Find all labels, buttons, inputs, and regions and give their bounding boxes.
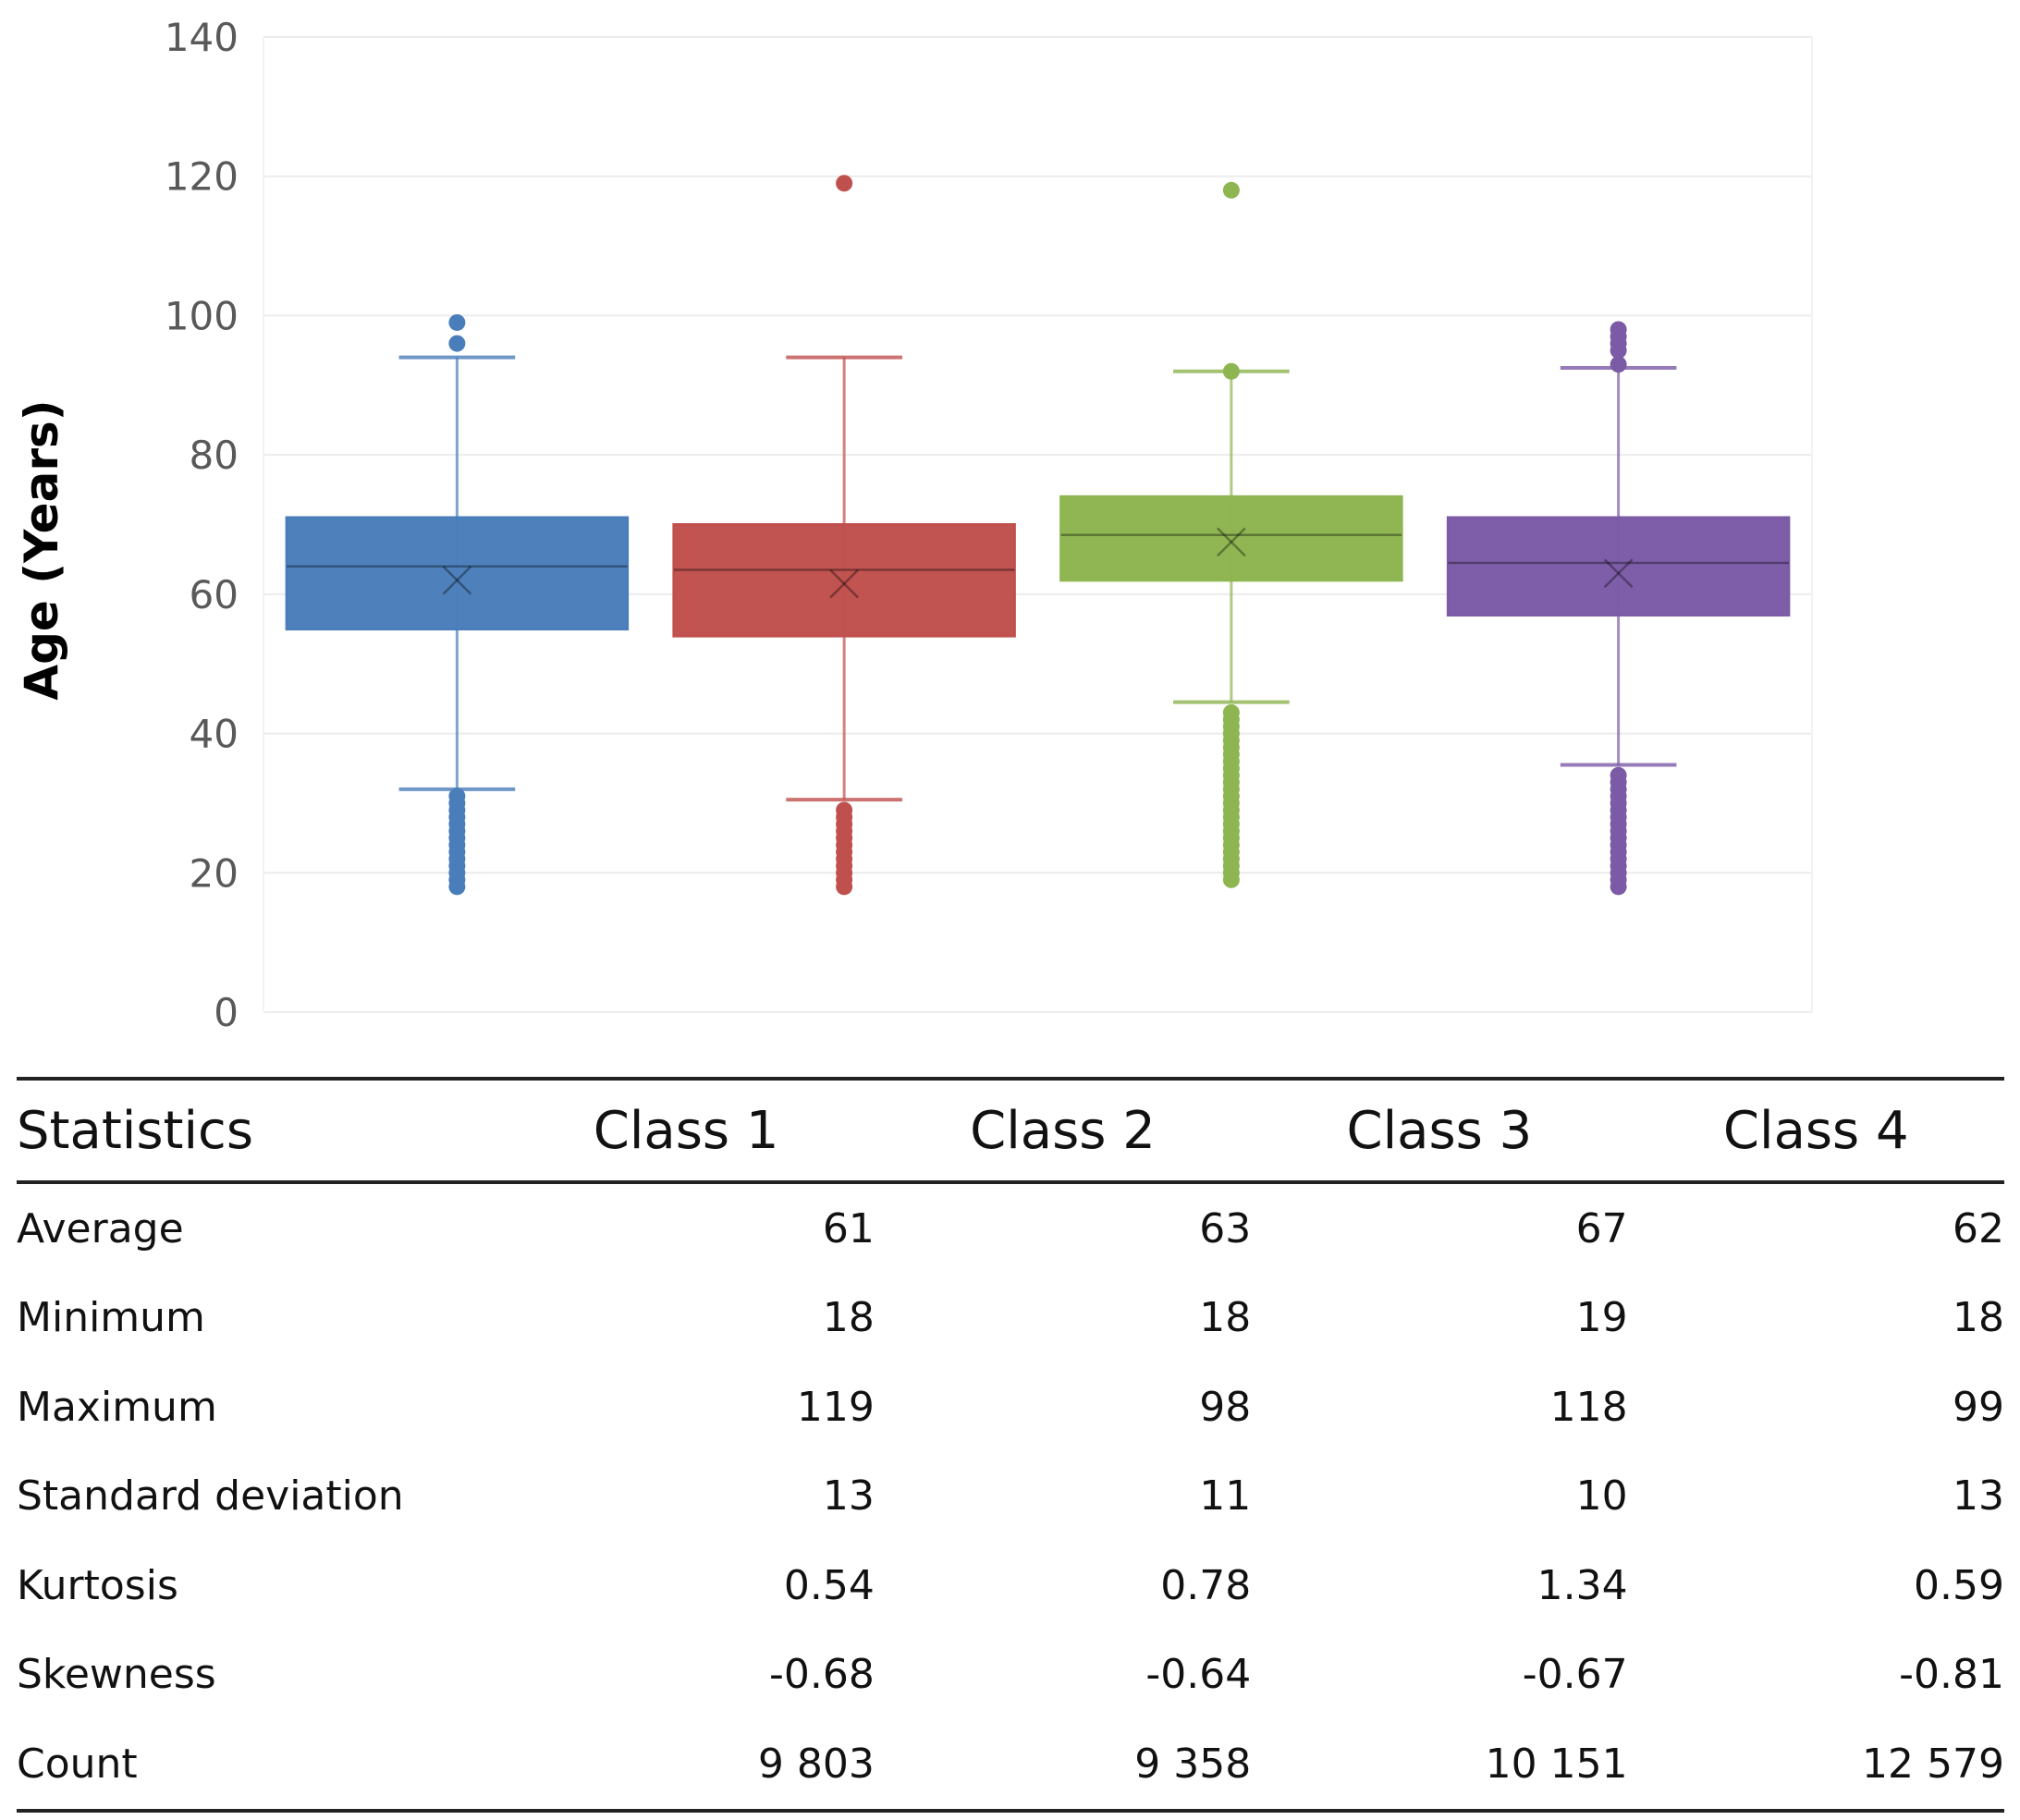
box-iqr	[1059, 495, 1403, 582]
table-header-row: Statistics Class 1 Class 2 Class 3 Class…	[17, 1077, 2004, 1184]
cell-class-2: -0.64	[1145, 1651, 1252, 1699]
cell-class-1: 61	[822, 1204, 875, 1252]
outlier-point	[836, 801, 853, 819]
outlier-point	[1222, 703, 1240, 721]
row-label: Minimum	[17, 1294, 205, 1342]
table-row: Average 61 63 67 62	[17, 1182, 2004, 1274]
cell-class-2: 11	[1199, 1472, 1252, 1521]
cell-class-3: 10	[1575, 1472, 1628, 1521]
cell-class-3: 67	[1575, 1204, 1628, 1252]
cell-class-2: 18	[1199, 1294, 1252, 1342]
cell-class-2: 98	[1199, 1383, 1252, 1431]
y-tick-label: 80	[190, 433, 239, 478]
outlier-point	[448, 335, 466, 352]
outlier-point	[1222, 362, 1240, 380]
box-iqr	[672, 523, 1016, 638]
y-axis-label: Age (Years)	[15, 399, 68, 700]
row-label: Standard deviation	[17, 1472, 404, 1521]
mean-marker	[829, 568, 860, 599]
mean-marker-stroke	[1216, 527, 1246, 557]
cell-class-3: 19	[1575, 1294, 1628, 1342]
box-3	[1059, 181, 1403, 888]
mean-marker	[1603, 558, 1634, 589]
box-4	[1446, 321, 1791, 896]
cell-class-1: 13	[822, 1472, 875, 1521]
y-tick-label: 60	[190, 572, 239, 617]
cell-class-1: 119	[796, 1383, 875, 1431]
table-row: Count 9 803 9 358 10 151 12 579	[17, 1719, 2004, 1813]
cell-class-3: -0.67	[1522, 1651, 1628, 1699]
mean-marker-stroke	[442, 565, 472, 595]
row-label: Kurtosis	[17, 1561, 178, 1609]
y-tick-label: 20	[190, 850, 239, 896]
outlier-point	[1222, 181, 1240, 199]
header-class-2: Class 2	[874, 1077, 1252, 1184]
box-plot-chart: 0 20 40 60 80 100 120 140 Age (Years)	[15, 15, 1813, 1035]
table-row: Kurtosis 0.54 0.78 1.34 0.59	[17, 1541, 2004, 1631]
outlier-point	[1610, 321, 1627, 338]
mean-marker	[1216, 527, 1246, 557]
cell-class-4: -0.81	[1899, 1651, 2004, 1699]
box-1	[285, 313, 630, 896]
cell-class-4: 12 579	[1627, 1719, 2004, 1813]
row-label: Skewness	[17, 1651, 216, 1699]
statistics-table: Statistics Class 1 Class 2 Class 3 Class…	[17, 1077, 2004, 1813]
outlier-point	[1610, 766, 1627, 784]
y-axis-ticks: 0 20 40 60 80 100 120 140	[165, 15, 239, 1035]
outlier-point	[1610, 356, 1627, 373]
mean-marker-stroke	[1216, 527, 1246, 557]
box-2	[672, 175, 1016, 896]
cell-class-4: 18	[1953, 1294, 2004, 1342]
table-row: Minimum 18 18 19 18	[17, 1274, 2004, 1363]
cell-class-1: -0.68	[768, 1651, 875, 1699]
y-tick-label: 120	[165, 154, 239, 200]
cell-class-2: 63	[1199, 1204, 1252, 1252]
header-class-4: Class 4	[1627, 1077, 2004, 1184]
cell-class-2: 9 358	[874, 1719, 1252, 1813]
outlier-point	[836, 175, 853, 192]
cell-class-3: 1.34	[1536, 1561, 1628, 1609]
box-iqr	[1446, 516, 1791, 617]
table-row: Standard deviation 13 11 10 13	[17, 1452, 2004, 1542]
table-row: Maximum 119 98 118 99	[17, 1362, 2004, 1452]
row-label: Count	[17, 1719, 498, 1813]
mean-marker-stroke	[442, 565, 472, 595]
box-iqr	[285, 516, 630, 631]
box-series	[285, 175, 1791, 896]
cell-class-3: 118	[1549, 1383, 1628, 1431]
header-statistics: Statistics	[17, 1077, 498, 1184]
table-row: Skewness -0.68 -0.64 -0.67 -0.81	[17, 1631, 2004, 1720]
header-class-3: Class 3	[1251, 1077, 1628, 1184]
y-tick-label: 140	[165, 15, 239, 60]
cell-class-3: 10 151	[1251, 1719, 1628, 1813]
mean-marker-stroke	[1603, 558, 1634, 589]
y-tick-label: 100	[165, 293, 239, 338]
cell-class-4: 13	[1953, 1472, 2004, 1521]
cell-class-1: 18	[822, 1294, 875, 1342]
header-class-1: Class 1	[497, 1077, 875, 1184]
row-label: Maximum	[17, 1383, 217, 1431]
mean-marker-stroke	[829, 568, 860, 599]
mean-marker-stroke	[1603, 558, 1634, 589]
y-tick-label: 40	[190, 712, 239, 757]
row-label: Average	[17, 1204, 184, 1252]
cell-class-4: 0.59	[1914, 1561, 2004, 1609]
cell-class-1: 0.54	[783, 1561, 875, 1609]
cell-class-2: 0.78	[1160, 1561, 1252, 1609]
cell-class-4: 99	[1953, 1383, 2004, 1431]
outlier-point	[448, 313, 466, 331]
mean-marker	[442, 565, 472, 595]
y-tick-label: 0	[214, 990, 239, 1035]
outlier-point	[448, 788, 466, 805]
cell-class-1: 9 803	[497, 1719, 875, 1813]
mean-marker-stroke	[829, 568, 860, 599]
cell-class-4: 62	[1953, 1204, 2004, 1252]
